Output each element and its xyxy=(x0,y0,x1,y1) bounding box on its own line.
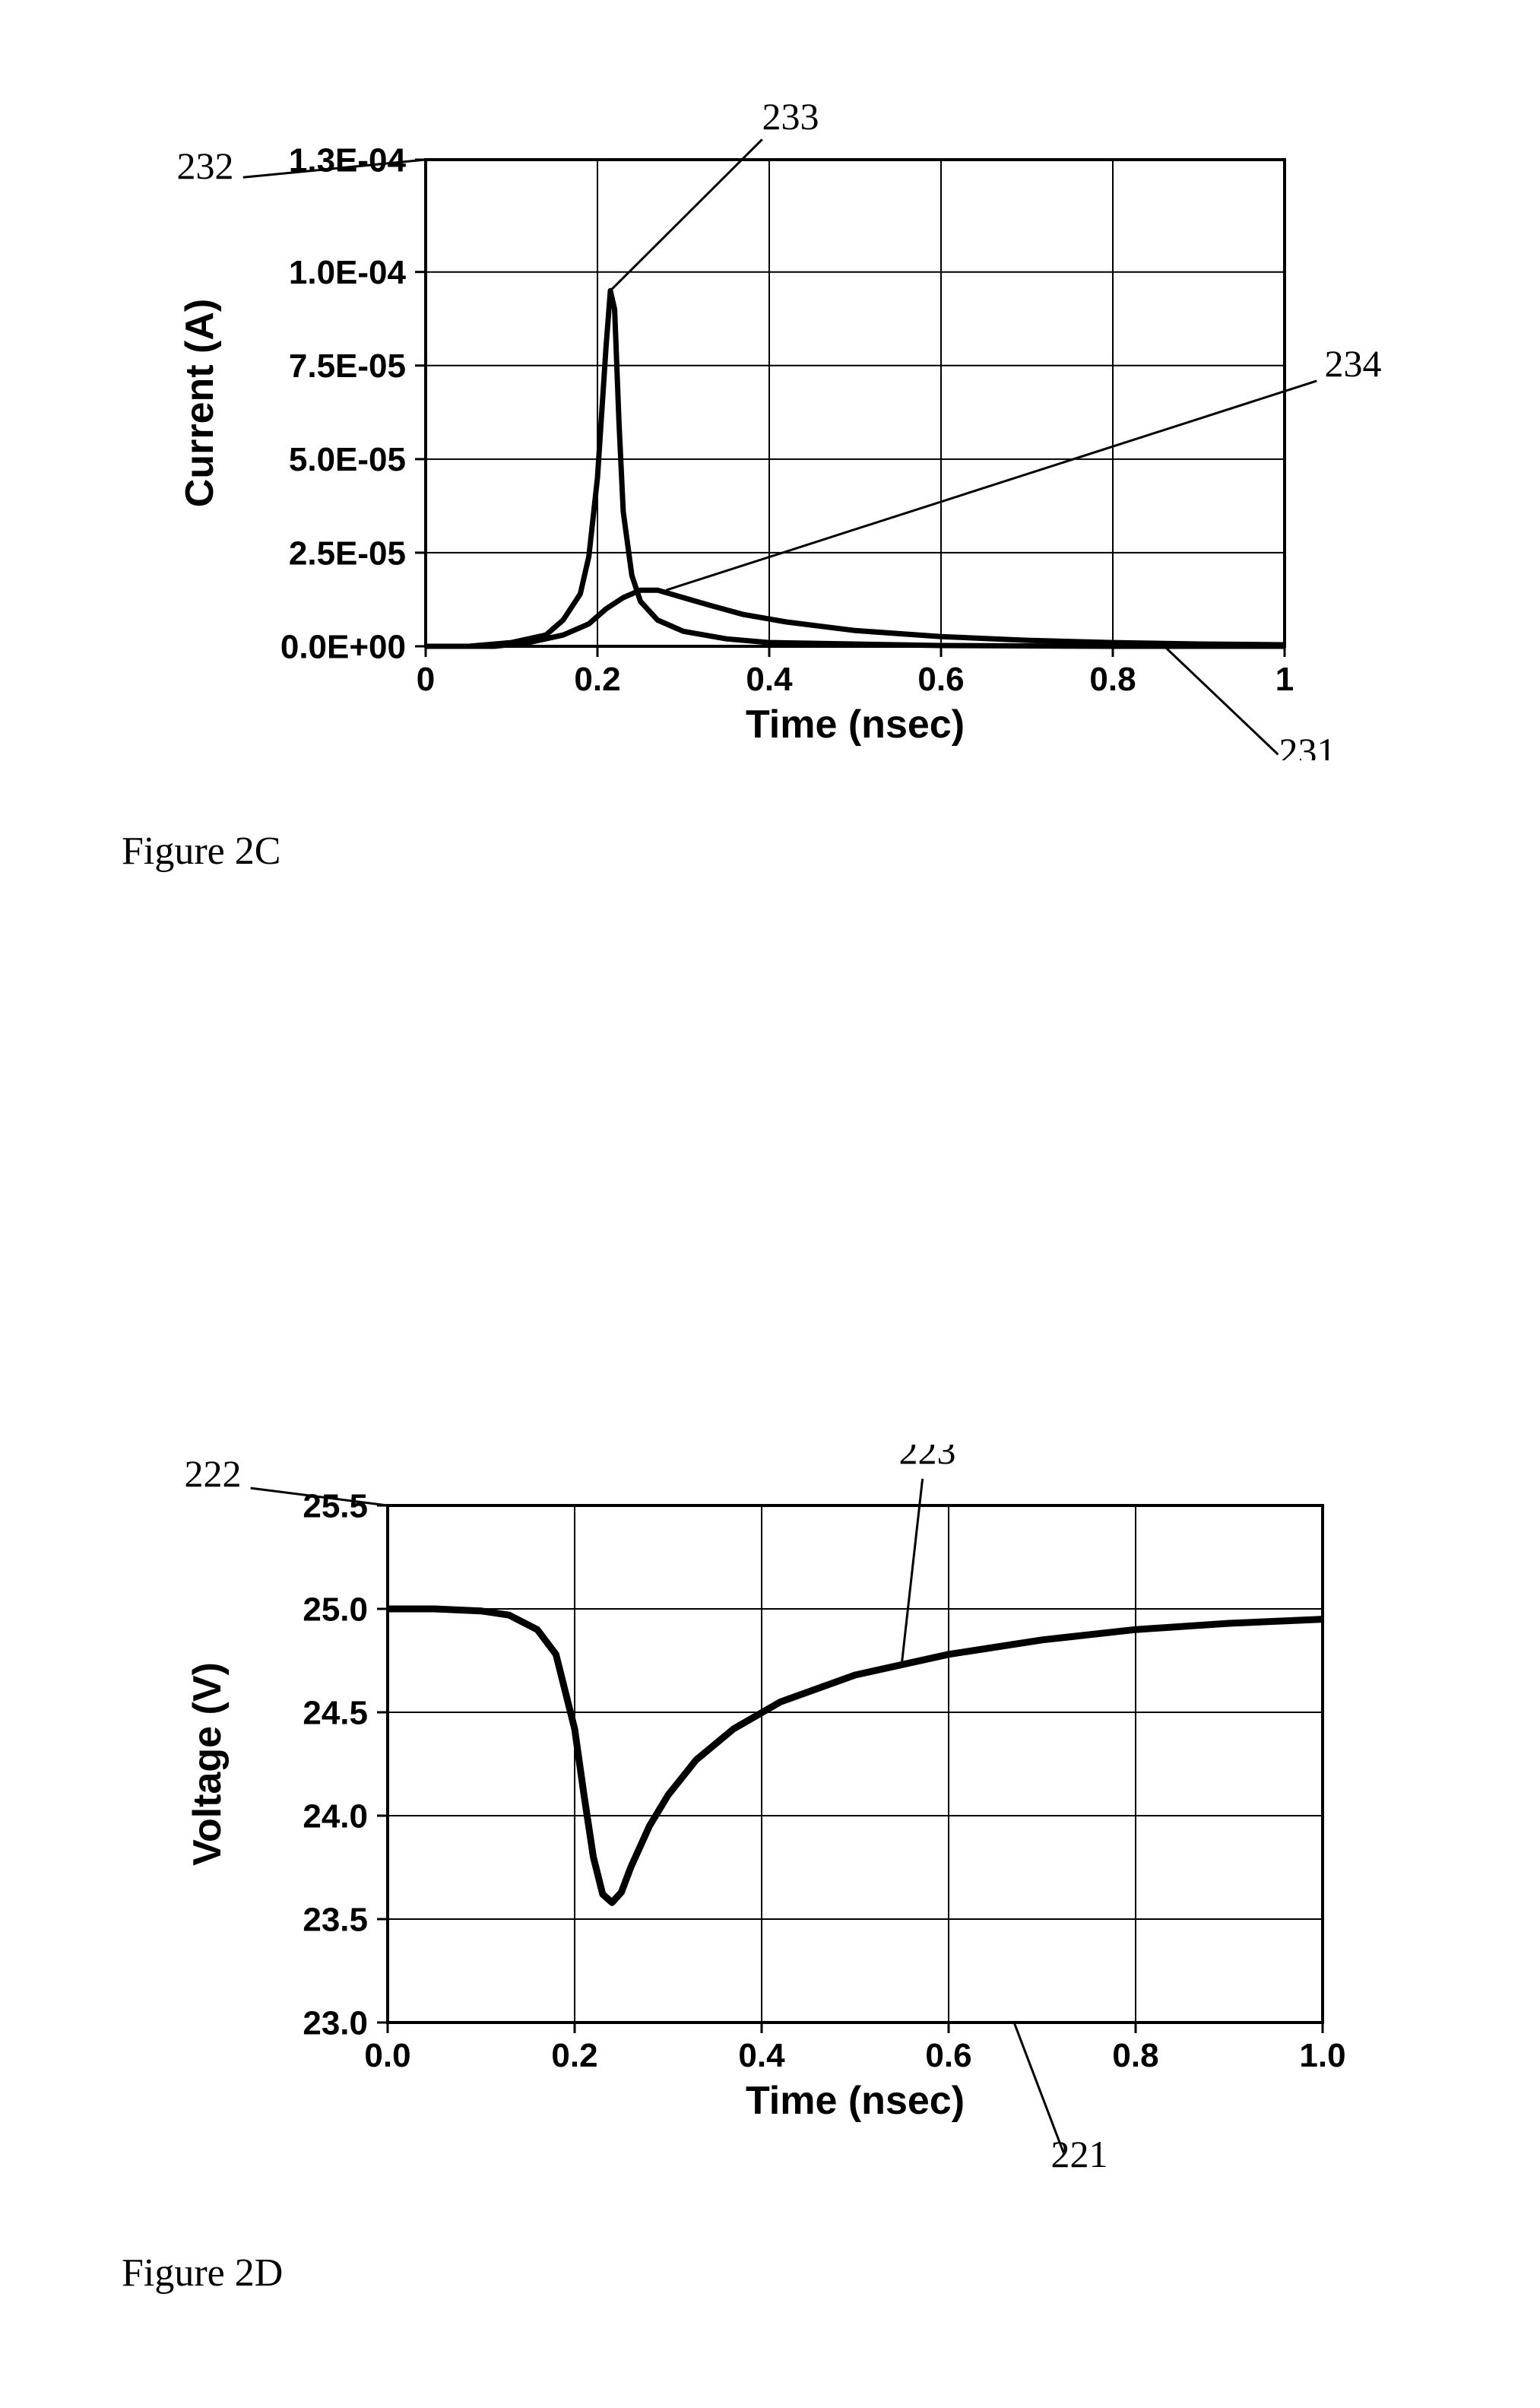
figure-2c-caption: Figure 2C xyxy=(122,829,280,874)
y-tick-label: 23.0 xyxy=(303,2004,368,2042)
x-tick-label: 1 xyxy=(1275,661,1294,698)
x-tick-label: 1.0 xyxy=(1299,2037,1345,2074)
figure-2d-caption: Figure 2D xyxy=(122,2251,283,2295)
y-tick-label: 7.5E-05 xyxy=(289,347,406,385)
y-tick-label: 1.0E-04 xyxy=(289,254,407,291)
y-tick-label: 24.0 xyxy=(303,1797,368,1835)
x-axis-title: Time (nsec) xyxy=(746,2079,965,2123)
x-tick-label: 0.2 xyxy=(551,2037,597,2074)
y-tick-label: 23.5 xyxy=(303,1901,368,1938)
x-tick-label: 0.8 xyxy=(1112,2037,1158,2074)
y-tick-label: 25.0 xyxy=(303,1591,368,1628)
callout-234: 234 xyxy=(1325,342,1382,385)
y-axis-title: Current (A) xyxy=(178,299,222,507)
callout-223: 223 xyxy=(899,1445,956,1472)
chart-2c-svg: 0 0.2 0.4 0.6 0.8 1 0.0E+00 2.5E-05 5.0E-05 7.5E-… xyxy=(122,76,1414,760)
series-voltage_dip xyxy=(388,1609,1323,1902)
x-tick-label: 0.6 xyxy=(917,661,964,698)
page: 0 0.2 0.4 0.6 0.8 1 0.0E+00 2.5E-05 5.0E-05 7.5E-… xyxy=(0,0,1540,2408)
y-tick-label: 5.0E-05 xyxy=(289,441,406,478)
x-tick-label: 0.4 xyxy=(746,661,793,698)
callout-leader-231 xyxy=(1165,646,1279,754)
chart-2c: 0 0.2 0.4 0.6 0.8 1 0.0E+00 2.5E-05 5.0E-05 7.5E-… xyxy=(122,76,1414,760)
y-tick-label: 0.0E+00 xyxy=(280,628,406,665)
y-tick-label: 1.3E-04 xyxy=(289,141,407,179)
chart-2d-svg: 0.0 0.2 0.4 0.6 0.8 1.0 23.0 23.5 24.0 24.5 25.0 25… xyxy=(122,1445,1414,2175)
x-tick-label: 0 xyxy=(417,661,435,698)
x-tick-label: 0.8 xyxy=(1089,661,1136,698)
y-axis-title: Voltage (V) xyxy=(185,1662,230,1866)
series-broad_peak xyxy=(426,590,1285,646)
x-tick-label: 0.0 xyxy=(364,2037,410,2074)
callout-231: 231 xyxy=(1279,730,1336,760)
x-tick-label: 0.2 xyxy=(574,661,620,698)
y-tick-label: 24.5 xyxy=(303,1694,368,1731)
y-tick-label: 25.5 xyxy=(303,1487,368,1524)
series-narrow_peak xyxy=(426,290,1285,646)
callout-222: 222 xyxy=(185,1452,242,1495)
chart-2d: 0.0 0.2 0.4 0.6 0.8 1.0 23.0 23.5 24.0 24.5 25.0 25… xyxy=(122,1445,1414,2175)
callout-233: 233 xyxy=(762,95,819,138)
x-tick-label: 0.4 xyxy=(738,2037,785,2074)
callout-leader-233 xyxy=(610,139,762,290)
x-tick-label: 0.6 xyxy=(925,2037,971,2074)
callout-leader-234 xyxy=(666,381,1317,590)
callout-221: 221 xyxy=(1051,2133,1108,2175)
callout-232: 232 xyxy=(177,144,234,187)
x-axis-title: Time (nsec) xyxy=(746,703,965,747)
y-tick-label: 2.5E-05 xyxy=(289,535,406,572)
